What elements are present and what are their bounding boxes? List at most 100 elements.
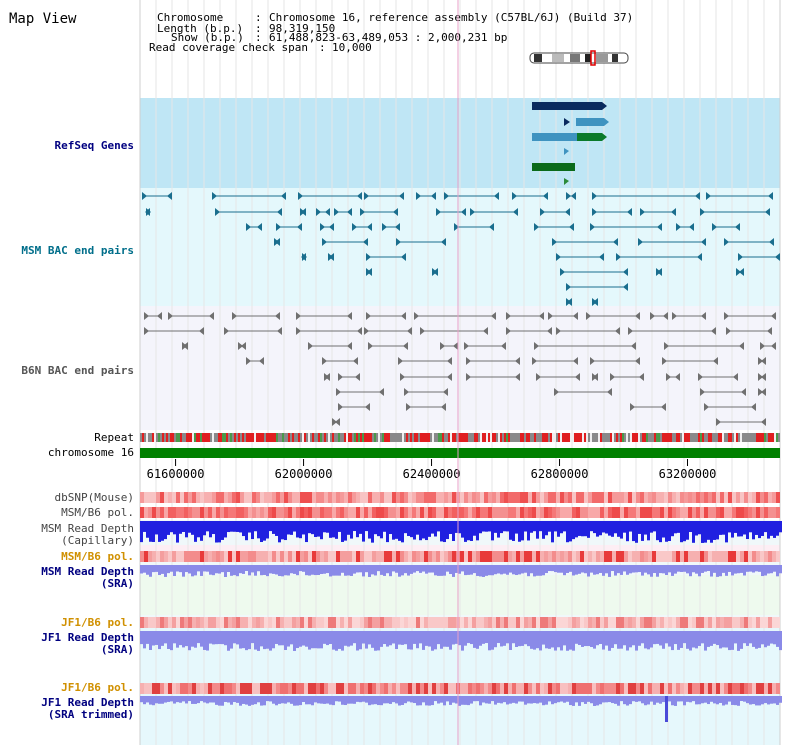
msm-bac-pair-end xyxy=(470,208,475,216)
heat-cell xyxy=(256,617,260,628)
heat-cell xyxy=(444,617,448,628)
jf1-sra-depth-bar xyxy=(632,631,635,646)
msm-bac-pair-end xyxy=(676,223,681,231)
repeat-segment xyxy=(338,433,340,442)
heat-cell xyxy=(548,507,552,518)
jf1-sra-trimmed-depth-track[interactable] xyxy=(140,696,782,722)
repeat-track[interactable] xyxy=(140,433,780,442)
msm-sra-depth-bar xyxy=(578,565,581,574)
track-label-msm-depth-sra-1[interactable]: MSM Read Depth xyxy=(41,565,134,578)
repeat-segment xyxy=(640,433,642,442)
msm-sra-depth-track[interactable] xyxy=(140,565,782,577)
msm-b6-pol-heat-track[interactable] xyxy=(140,507,780,518)
repeat-segment xyxy=(306,433,308,442)
msm-b6-pol-heat-track-2[interactable] xyxy=(140,551,780,562)
heat-cell xyxy=(668,507,672,518)
b6n-bac-end-pair-features[interactable] xyxy=(144,312,776,426)
msm-sra-depth-bar xyxy=(281,565,284,577)
heat-cell xyxy=(232,683,236,694)
jf1-sra-depth-bar xyxy=(548,631,551,649)
msm-sra-depth-bar xyxy=(512,565,515,575)
jf1-sra-depth-bar xyxy=(773,631,776,645)
msm-sra-depth-bar xyxy=(386,565,389,574)
heat-cell xyxy=(396,617,400,628)
msm-bac-pair-end xyxy=(735,223,740,231)
chromosome-ideogram[interactable] xyxy=(529,50,629,66)
heat-cell xyxy=(388,683,392,694)
heat-cell xyxy=(412,492,416,503)
track-label-jf1-pol[interactable]: JF1/B6 pol. xyxy=(61,616,134,629)
b6n-bac-pair-end xyxy=(663,312,668,320)
repeat-segment xyxy=(770,433,772,442)
b6n-bac-pair-end xyxy=(698,373,703,381)
heat-cell xyxy=(480,617,484,628)
jf1-trim-depth-bar xyxy=(182,696,185,702)
jf1-trim-depth-bar xyxy=(140,696,143,703)
track-label-jf1-depth-trim-1[interactable]: JF1 Read Depth xyxy=(41,696,134,709)
jf1-b6-pol-heat-track[interactable] xyxy=(140,617,780,628)
b6n-bac-pair-end xyxy=(355,373,360,381)
track-label-refseq[interactable]: RefSeq Genes xyxy=(55,139,134,152)
heat-cell xyxy=(700,683,704,694)
jf1-sra-depth-bar xyxy=(350,631,353,646)
msm-sra-depth-bar xyxy=(662,565,665,574)
jf1-sra-depth-bar xyxy=(308,631,311,650)
track-label-msm-depth-cap-1[interactable]: MSM Read Depth xyxy=(41,522,134,535)
jf1-trim-depth-bar xyxy=(299,696,302,706)
heat-cell xyxy=(276,551,280,562)
heat-cell xyxy=(268,617,272,628)
heat-cell xyxy=(412,683,416,694)
track-label-msm-b6-pol-2[interactable]: MSM/B6 pol. xyxy=(61,550,134,563)
heat-cell xyxy=(376,683,380,694)
msm-bac-pair-end xyxy=(695,192,700,200)
jf1-sra-depth-bar xyxy=(386,631,389,647)
chromosome-bar[interactable] xyxy=(140,448,780,458)
jf1-sra-depth-bar xyxy=(185,631,188,647)
msm-sra-depth-bar xyxy=(599,565,602,573)
heat-cell xyxy=(764,683,768,694)
msm-bac-pair-end xyxy=(593,298,598,306)
heat-cell xyxy=(236,551,240,562)
track-label-dbsnp[interactable]: dbSNP(Mouse) xyxy=(55,491,134,504)
msm-capillary-depth-track[interactable] xyxy=(140,521,782,543)
jf1-trim-depth-bar xyxy=(650,696,653,702)
repeat-segment xyxy=(342,433,344,442)
heat-cell xyxy=(340,683,344,694)
capillary-depth-bar xyxy=(368,521,371,539)
msm-sra-depth-bar xyxy=(536,565,539,576)
capillary-depth-bar xyxy=(305,521,308,543)
repeat-segment xyxy=(232,433,234,442)
track-label-b6n-bac[interactable]: B6N BAC end pairs xyxy=(21,364,134,377)
msm-sra-depth-bar xyxy=(200,565,203,576)
repeat-segment xyxy=(608,433,610,442)
track-label-jf1-pol-2[interactable]: JF1/B6 pol. xyxy=(61,681,134,694)
track-label-msm-b6-pol[interactable]: MSM/B6 pol. xyxy=(61,506,134,519)
heat-cell xyxy=(472,683,476,694)
heat-cell xyxy=(420,551,424,562)
jf1-trim-depth-bar xyxy=(440,696,443,703)
refseq-gene-features[interactable] xyxy=(532,102,609,185)
dbsnp-heat-track[interactable] xyxy=(140,492,780,503)
msm-bac-end-pair-features[interactable] xyxy=(142,192,780,306)
track-label-jf1-depth-sra-1[interactable]: JF1 Read Depth xyxy=(41,631,134,644)
repeat-segment xyxy=(742,433,744,442)
repeat-segment xyxy=(772,433,774,442)
repeat-segment xyxy=(214,433,216,442)
track-label-msm-bac[interactable]: MSM BAC end pairs xyxy=(21,244,134,257)
jf1-trim-depth-bar xyxy=(200,696,203,702)
heat-cell xyxy=(712,551,716,562)
msm-sra-depth-bar xyxy=(713,565,716,573)
heat-cell xyxy=(460,683,464,694)
jf1-b6-pol-heat-track-2[interactable] xyxy=(140,683,780,694)
track-label-repeat[interactable]: Repeat xyxy=(94,431,134,444)
heat-cell xyxy=(732,492,736,503)
axis-tick-label: 63200000 xyxy=(659,467,717,481)
heat-cell xyxy=(384,617,388,628)
msm-bac-pair-end xyxy=(433,268,438,276)
capillary-depth-bar xyxy=(401,521,404,543)
heat-cell xyxy=(196,507,200,518)
jf1-sra-depth-track[interactable] xyxy=(140,631,782,651)
jf1-sra-depth-bar xyxy=(749,631,752,644)
track-label-chromosome[interactable]: chromosome 16 xyxy=(48,446,134,459)
jf1-trim-depth-bar xyxy=(146,696,149,703)
